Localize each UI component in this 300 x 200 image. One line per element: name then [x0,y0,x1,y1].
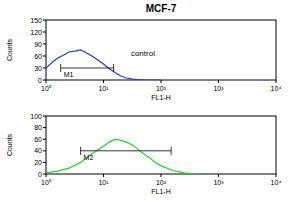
y-tick-label: 60 [34,53,42,60]
x-tick [276,174,277,177]
panel: 10⁰ 10¹ 10² 10³ 10⁴ 0 20 40 60 80 100 FL1-H Counts M2 [6,113,281,196]
y-tick-label: 80 [34,124,42,131]
histogram-line [46,139,196,174]
y-tick [43,80,46,81]
gate-end [113,64,114,72]
x-axis-label: FL1-H [151,94,170,101]
histogram-line [46,50,161,80]
data-group [46,50,161,80]
y-tick-label: 120 [30,29,42,36]
x-tick-label: 10³ [213,179,224,186]
gate-end [60,64,61,72]
gate-bar [61,68,114,69]
x-tick-label: 10² [156,85,167,92]
x-tick-label: 10¹ [98,179,109,186]
x-tick-label: 10⁰ [41,179,52,186]
y-axis-label: Counts [6,38,13,61]
x-tick-label: 10¹ [98,85,109,92]
x-tick [218,80,219,83]
y-tick [43,32,46,33]
x-tick-label: 10⁴ [271,85,282,92]
x-tick-label: 10⁴ [271,179,282,186]
data-group [46,139,196,174]
y-tick [43,20,46,21]
y-tick [43,68,46,69]
x-tick [103,80,104,83]
y-tick-label: 150 [30,17,42,24]
y-tick [43,162,46,163]
y-tick [43,44,46,45]
y-tick [43,56,46,57]
panel: MCF-7 10⁰ 10¹ 10² 10³ 10⁴ 0 30 60 90 120 150 FL1-H Co… [6,3,281,101]
x-tick [103,174,104,177]
plot-frame [46,20,276,80]
annotation: control [131,49,155,58]
y-tick-label: 100 [30,113,42,120]
x-tick [276,80,277,83]
gate-end [171,147,172,155]
y-tick-label: 30 [34,65,42,72]
x-tick [161,80,162,83]
x-axis-label: FL1-H [151,188,170,195]
gate-end [80,147,81,155]
y-tick-label: 40 [34,147,42,154]
x-tick [161,174,162,177]
gate-label: M1 [64,71,74,78]
y-tick-label: 90 [34,41,42,48]
gate-bar [81,150,172,151]
x-tick [218,174,219,177]
y-tick [43,150,46,151]
y-tick-label: 0 [38,77,42,84]
y-axis-label: Counts [6,133,13,156]
x-tick-label: 10³ [213,85,224,92]
y-tick-label: 60 [34,136,42,143]
plot-frame [46,116,276,174]
y-tick [43,116,46,117]
title: MCF-7 [146,3,177,14]
y-tick-label: 20 [34,159,42,166]
y-tick-label: 0 [38,171,42,178]
figure: MCF-7 10⁰ 10¹ 10² 10³ 10⁴ 0 30 60 90 120 150 FL1-H Co… [0,0,300,200]
x-tick-label: 10⁰ [41,85,52,92]
y-tick [43,174,46,175]
gate [81,147,172,155]
y-tick [43,139,46,140]
gate-label: M2 [84,154,94,161]
x-tick-label: 10² [156,179,167,186]
y-tick [43,127,46,128]
